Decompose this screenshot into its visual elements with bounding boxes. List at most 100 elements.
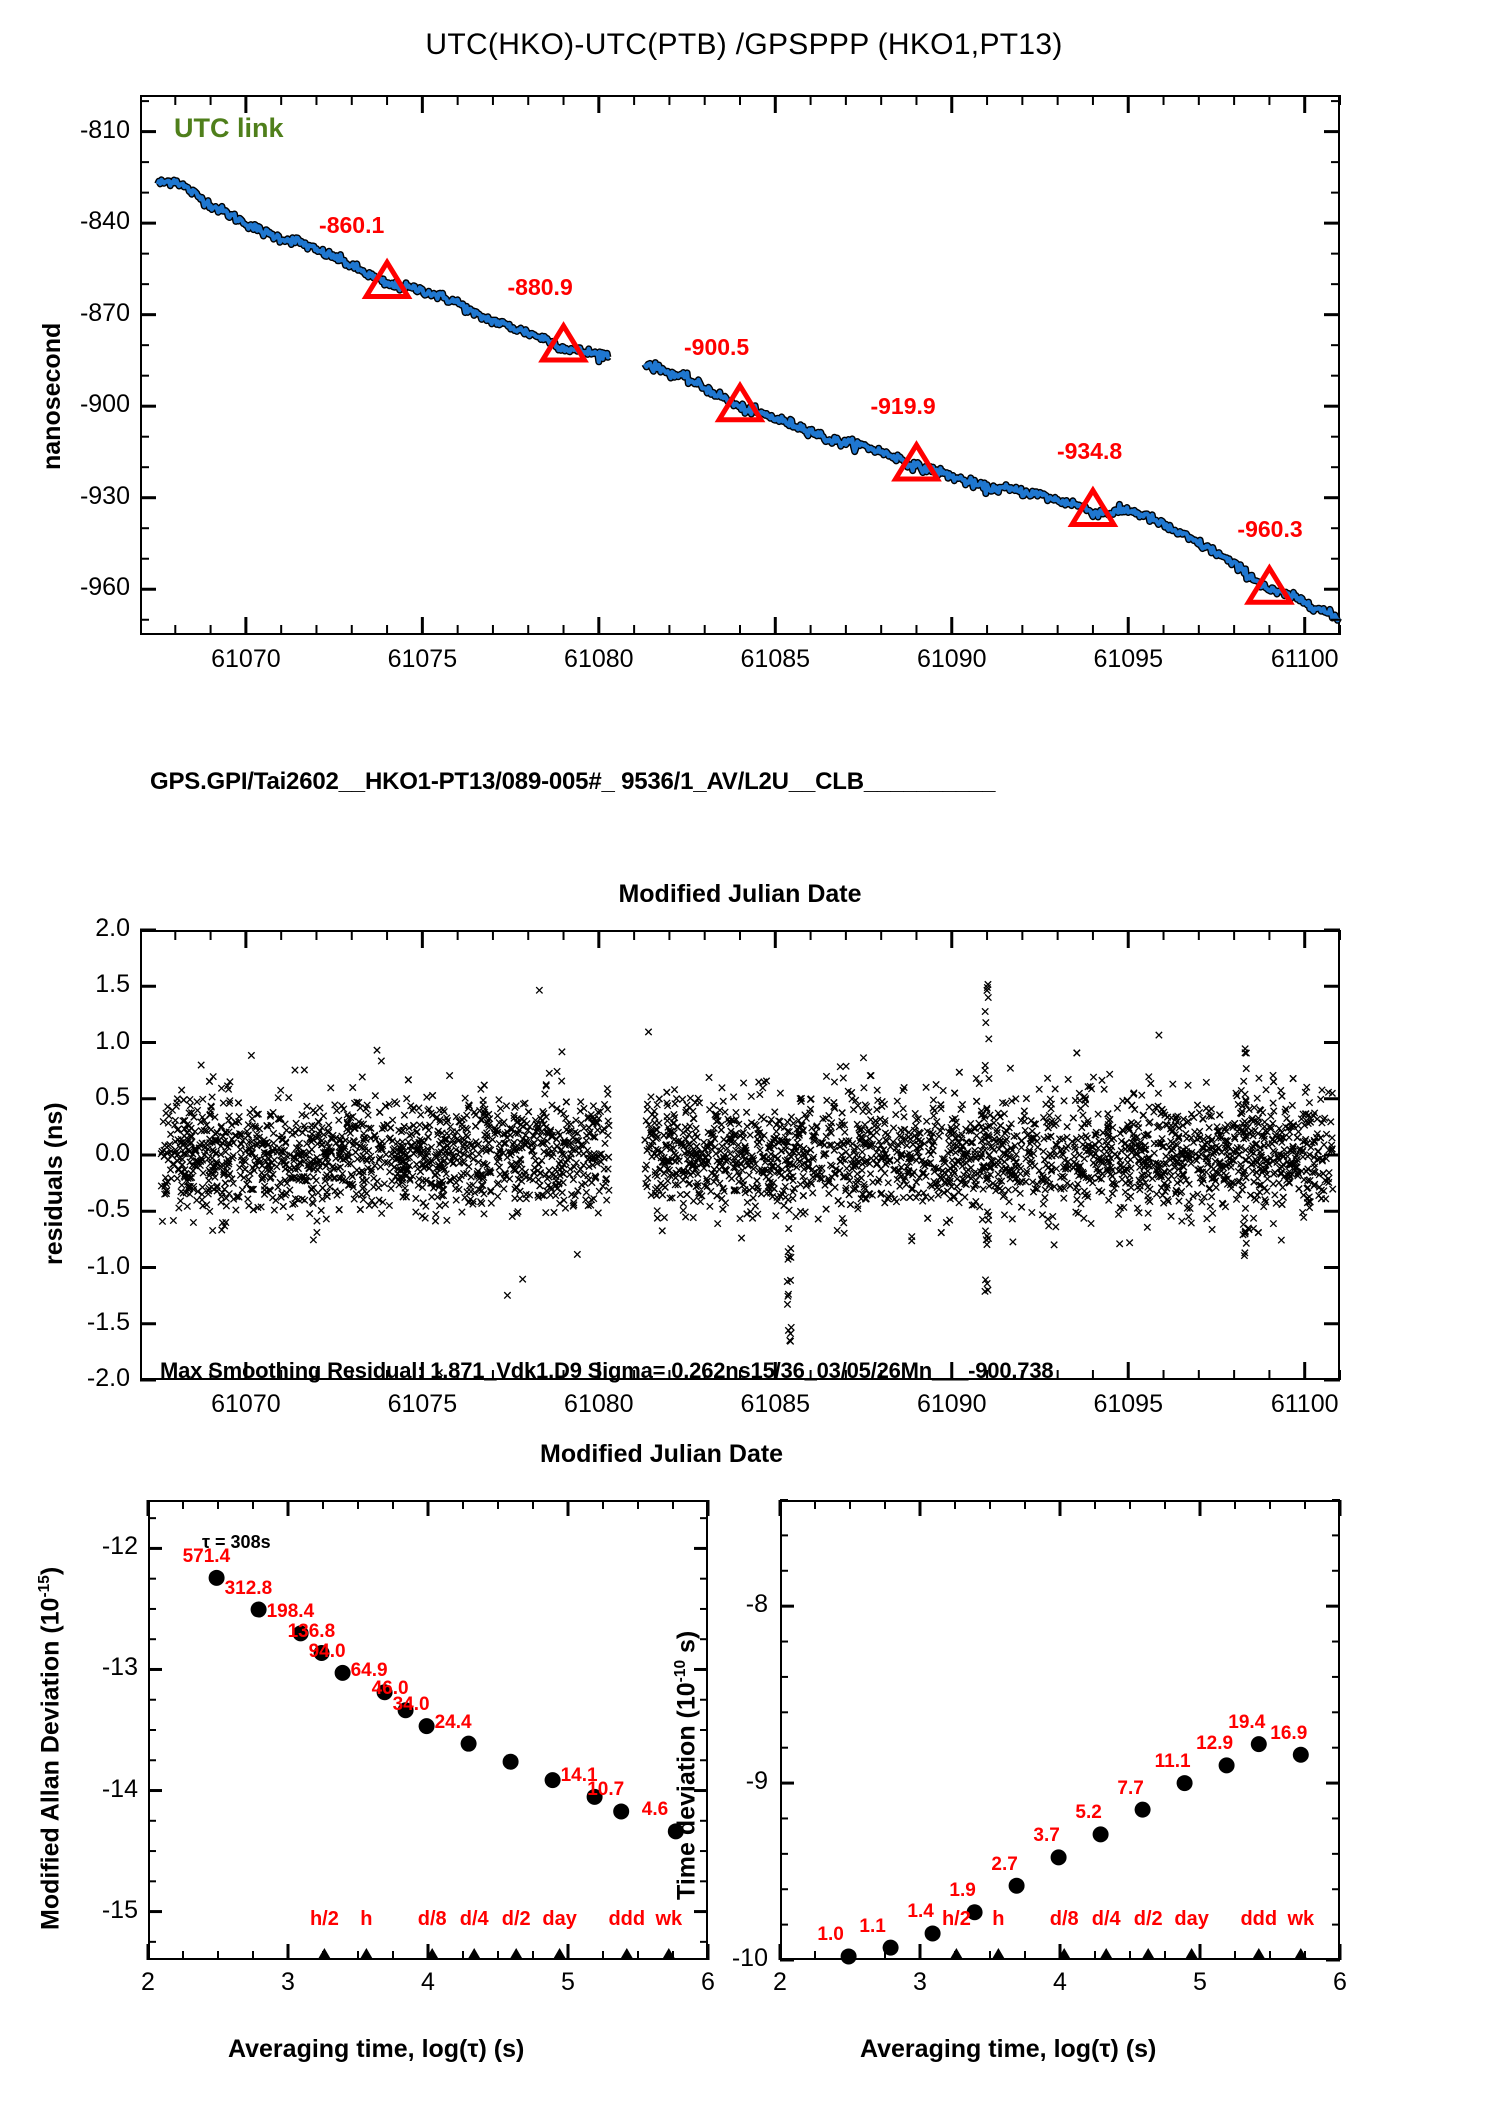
marker-label--919.9: -919.9 <box>870 392 936 419</box>
marker-label--960.3: -960.3 <box>1237 516 1303 543</box>
residuals-plot <box>140 928 1341 1382</box>
data-label-tdev-2.7: 2.7 <box>991 1853 1018 1875</box>
x-tick-tdev-1: 3 <box>913 1968 927 1996</box>
x-tick-tdev-4: 6 <box>1333 1968 1347 1996</box>
data-label-adev-14.1: 14.1 <box>560 1764 598 1786</box>
y-tick-mid-5: -0.5 <box>86 1195 130 1224</box>
data-label-adev-312.8: 312.8 <box>224 1577 273 1599</box>
page-title: UTC(HKO)-UTC(PTB) /GPSPPP (HKO1,PT13) <box>425 28 1063 61</box>
marker-label--900.5: -900.5 <box>684 333 750 360</box>
x-tick-top-0: 61070 <box>211 645 281 673</box>
data-label-adev-10.7: 10.7 <box>587 1779 625 1801</box>
axis-label-x-top: Modified Julian Date <box>618 880 862 908</box>
y-tick-top-1: -840 <box>79 207 130 236</box>
data-label-adev-198.4: 198.4 <box>266 1601 315 1623</box>
y-tick-mid-7: -1.5 <box>86 1307 130 1336</box>
y-tick-mid-6: -1.0 <box>86 1251 130 1280</box>
y-tick-mid-1: 1.5 <box>95 970 130 999</box>
x-tick-mid-0: 61070 <box>211 1390 281 1418</box>
panel-residuals: residuals (ns) Modified Julian Date 2.0 1… <box>40 914 1341 1468</box>
data-label-tdev-1.9: 1.9 <box>949 1880 976 1902</box>
data-label-tdev-12.9: 12.9 <box>1196 1733 1234 1755</box>
marker-label--880.9: -880.9 <box>507 273 573 300</box>
tau-mark-adev-d/4: d/4 <box>459 1908 489 1930</box>
x-tick-adev-0: 2 <box>141 1968 155 1996</box>
y-tick-top-0: -810 <box>79 115 130 144</box>
adev-plot <box>146 1500 710 1960</box>
x-tick-adev-2: 4 <box>421 1968 435 1996</box>
tau-mark-adev-h: h <box>360 1908 373 1930</box>
y-tick-tdev-0: -8 <box>745 1590 768 1619</box>
tdev-ylabel-post: s) <box>672 1630 701 1660</box>
x-tick-top-4: 61090 <box>916 645 987 673</box>
x-tick-mid-4: 61090 <box>916 1390 987 1418</box>
data-label-adev-136.8: 136.8 <box>287 1621 336 1642</box>
data-label-adev-46.0: 46.0 <box>371 1678 409 1700</box>
y-tick-mid-8: -2.0 <box>86 1364 130 1392</box>
data-label-tdev-1.1: 1.1 <box>859 1915 886 1937</box>
axis-label-x-tdev: Averaging time, log(τ) (s) <box>860 2035 1157 2063</box>
x-tick-top-5: 61095 <box>1093 645 1163 673</box>
data-label-adev-571.4: 571.4 <box>182 1545 231 1567</box>
data-label-adev-24.4: 24.4 <box>434 1711 472 1733</box>
x-tick-adev-1: 3 <box>281 1968 295 1996</box>
tau-mark-tdev-ddd: ddd <box>1240 1908 1278 1930</box>
axis-label-y-tdev: Time deviation (10-10 s) <box>672 1631 701 1900</box>
marker-label--860.1: -860.1 <box>319 212 385 239</box>
tau-mark-adev-day: day <box>542 1908 577 1930</box>
tdev-plot <box>778 1499 1342 1965</box>
data-label-tdev-1.4: 1.4 <box>907 1901 934 1923</box>
tau-mark-tdev-d/8: d/8 <box>1049 1908 1079 1930</box>
data-label-adev-64.9: 64.9 <box>350 1660 388 1682</box>
tau-mark-adev-d/8: d/8 <box>417 1908 447 1930</box>
y-tick-top-5: -960 <box>79 573 130 602</box>
data-label-tdev-3.7: 3.7 <box>1033 1825 1060 1847</box>
y-tick-mid-0: 2.0 <box>95 914 130 942</box>
y-tick-top-2: -870 <box>79 298 130 327</box>
data-label-tdev-5.2: 5.2 <box>1075 1802 1102 1824</box>
x-tick-mid-3: 61085 <box>740 1390 811 1418</box>
x-tick-top-1: 61075 <box>387 645 458 673</box>
y-tick-top-3: -900 <box>79 390 130 419</box>
y-tick-adev-1: -13 <box>101 1653 138 1682</box>
tau-mark-tdev-h: h <box>992 1908 1005 1930</box>
panel-utc-link: UTC link nanosecond Modified Julian Date… <box>0 0 1488 908</box>
utc-link-plot <box>140 95 1342 635</box>
y-tick-mid-2: 1.0 <box>95 1026 130 1055</box>
y-tick-mid-4: 0.0 <box>95 1139 130 1167</box>
y-tick-top-4: -930 <box>79 481 130 510</box>
tau-mark-tdev-d/2: d/2 <box>1133 1908 1163 1930</box>
data-label-tdev-1.0: 1.0 <box>817 1924 844 1946</box>
y-tick-mid-3: 0.5 <box>95 1082 130 1111</box>
x-tick-mid-5: 61095 <box>1093 1390 1163 1418</box>
tau-mark-tdev-d/4: d/4 <box>1091 1908 1121 1930</box>
x-tick-top-2: 61080 <box>564 645 634 673</box>
tau-mark-tdev-day: day <box>1174 1908 1209 1930</box>
data-label-tdev-7.7: 7.7 <box>1117 1777 1144 1799</box>
data-label-tdev-19.4: 19.4 <box>1228 1712 1266 1734</box>
y-tick-adev-2: -14 <box>101 1774 138 1803</box>
data-label-tdev-16.9: 16.9 <box>1270 1722 1308 1744</box>
data-label-adev-4.6: 4.6 <box>641 1799 669 1821</box>
data-label-tdev-11.1: 11.1 <box>1154 1751 1191 1773</box>
tau-mark-adev-ddd: ddd <box>608 1908 646 1930</box>
panel-allan-deviation: Modified Allan Deviation (10-15) Averagi… <box>36 1500 715 2063</box>
axis-label-x-adev: Averaging time, log(τ) (s) <box>228 2035 525 2063</box>
panel-residuals-caption: Max Smoothing Residual: 1.871_Vdk1.D9 Si… <box>160 1358 1054 1383</box>
x-tick-tdev-0: 2 <box>773 1968 787 1996</box>
panel-utc-link-frame <box>140 95 1340 635</box>
y-tick-tdev-2: -10 <box>731 1944 768 1972</box>
panel-tdev-frame <box>780 1500 1340 1960</box>
x-tick-top-3: 61085 <box>740 645 811 673</box>
x-tick-mid-1: 61075 <box>387 1390 458 1418</box>
tau-mark-tdev-wk: wk <box>1287 1908 1315 1930</box>
panel-top-caption: GPS.GPI/Tai2602__HKO1-PT13/089-005#_ 953… <box>150 768 996 795</box>
x-tick-adev-3: 5 <box>561 1968 575 1996</box>
adev-tau-annotation: τ = 308s <box>202 1532 271 1552</box>
x-tick-mid-6: 61100 <box>1270 1390 1339 1418</box>
tau-mark-adev-h/2: h/2 <box>309 1908 339 1930</box>
x-tick-adev-4: 6 <box>701 1968 715 1996</box>
tau-mark-tdev-h/2: h/2 <box>941 1908 971 1930</box>
